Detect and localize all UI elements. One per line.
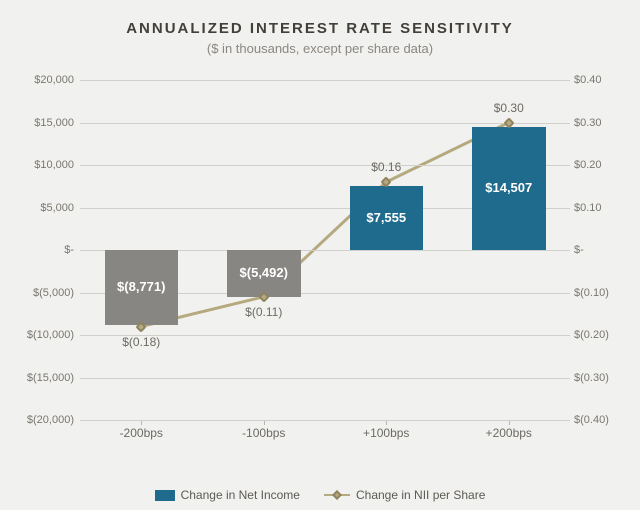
chart-subtitle: ($ in thousands, except per share data) (10, 41, 630, 56)
bar-value-label: $14,507 (472, 180, 546, 195)
y-left-tick-label: $(20,000) (10, 414, 74, 426)
y-left-tick-label: $10,000 (10, 159, 74, 171)
chart-container: ANNUALIZED INTEREST RATE SENSITIVITY ($ … (0, 0, 640, 510)
line-point-label: $(0.11) (245, 305, 282, 319)
bar: $7,555 (350, 186, 424, 250)
legend-item-line: Change in NII per Share (324, 488, 485, 502)
y-right-tick-label: $(0.40) (574, 414, 630, 426)
line-point-label: $0.16 (371, 160, 401, 174)
x-tick-label: +100bps (363, 426, 409, 440)
legend-label-bar: Change in Net Income (181, 488, 300, 502)
legend-label-line: Change in NII per Share (356, 488, 485, 502)
plot-area: -200bps-100bps+100bps+200bps $20,000$0.4… (80, 80, 570, 420)
legend-swatch-bar (155, 490, 175, 501)
x-tick-label: -100bps (242, 426, 285, 440)
x-tick-label: -200bps (120, 426, 163, 440)
y-left-tick-label: $(10,000) (10, 329, 74, 341)
legend-item-bar: Change in Net Income (155, 488, 300, 502)
gridline (80, 420, 570, 421)
gridline (80, 123, 570, 124)
y-right-tick-label: $0.10 (574, 202, 630, 214)
legend-swatch-line (324, 494, 350, 496)
bar-value-label: $(5,492) (227, 265, 301, 280)
bar: $14,507 (472, 127, 546, 250)
y-left-tick-label: $(5,000) (10, 287, 74, 299)
y-right-tick-label: $0.20 (574, 159, 630, 171)
chart-title: ANNUALIZED INTEREST RATE SENSITIVITY (10, 20, 630, 37)
bar: $(5,492) (227, 250, 301, 297)
x-tick-label: +200bps (486, 426, 532, 440)
bar: $(8,771) (105, 250, 179, 325)
y-left-tick-label: $15,000 (10, 117, 74, 129)
y-right-tick-label: $0.40 (574, 74, 630, 86)
y-left-tick-label: $(15,000) (10, 372, 74, 384)
legend: Change in Net Income Change in NII per S… (0, 488, 640, 502)
y-left-tick-label: $5,000 (10, 202, 74, 214)
y-right-tick-label: $(0.30) (574, 372, 630, 384)
y-left-tick-label: $- (10, 244, 74, 256)
y-left-tick-label: $20,000 (10, 74, 74, 86)
x-axis: -200bps -100bps +100bps +200bps (80, 420, 570, 450)
gridline (80, 378, 570, 379)
y-right-tick-label: $(0.10) (574, 287, 630, 299)
line-point-label: $0.30 (494, 101, 524, 115)
y-right-tick-label: $0.30 (574, 117, 630, 129)
y-right-tick-label: $- (574, 244, 630, 256)
line-point-label: $(0.18) (122, 335, 160, 349)
y-right-tick-label: $(0.20) (574, 329, 630, 341)
bar-value-label: $7,555 (350, 210, 424, 225)
bar-value-label: $(8,771) (105, 279, 179, 294)
gridline (80, 80, 570, 81)
